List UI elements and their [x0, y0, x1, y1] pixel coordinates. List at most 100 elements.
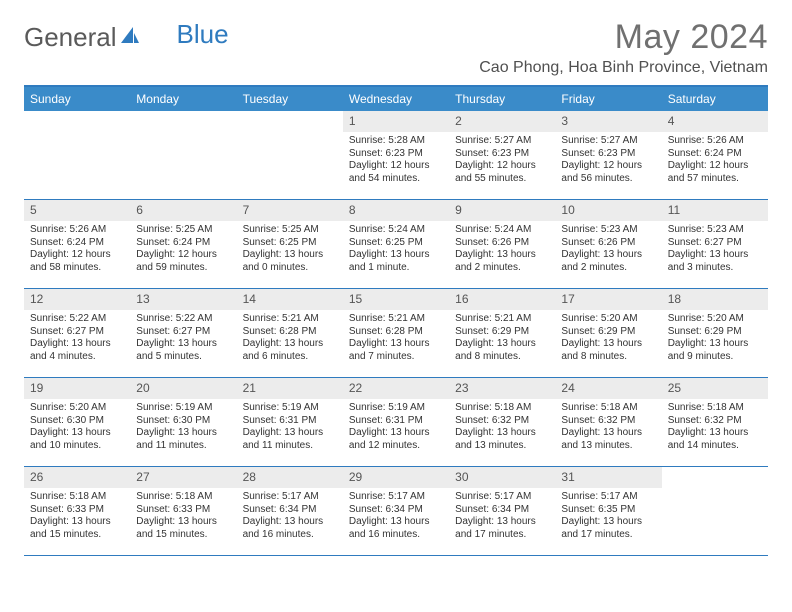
day-info: Sunrise: 5:19 AMSunset: 6:30 PMDaylight:…	[130, 399, 236, 458]
sunset-line: Sunset: 6:31 PM	[243, 415, 337, 428]
sunset-line: Sunset: 6:24 PM	[136, 237, 230, 250]
sunrise-line: Sunrise: 5:25 AM	[136, 224, 230, 237]
sunset-line: Sunset: 6:26 PM	[561, 237, 655, 250]
day-number: 23	[449, 378, 555, 399]
day-number: 10	[555, 200, 661, 221]
week-row: 5Sunrise: 5:26 AMSunset: 6:24 PMDaylight…	[24, 200, 768, 289]
day-info: Sunrise: 5:27 AMSunset: 6:23 PMDaylight:…	[449, 132, 555, 191]
location-label: Cao Phong, Hoa Binh Province, Vietnam	[479, 59, 768, 77]
day-cell: 4Sunrise: 5:26 AMSunset: 6:24 PMDaylight…	[662, 111, 768, 199]
sunset-line: Sunset: 6:28 PM	[349, 326, 443, 339]
daylight-line: Daylight: 12 hours and 56 minutes.	[561, 160, 655, 185]
day-info: Sunrise: 5:25 AMSunset: 6:24 PMDaylight:…	[130, 221, 236, 280]
sunset-line: Sunset: 6:30 PM	[136, 415, 230, 428]
daylight-line: Daylight: 12 hours and 54 minutes.	[349, 160, 443, 185]
sunrise-line: Sunrise: 5:19 AM	[243, 402, 337, 415]
day-cell: 29Sunrise: 5:17 AMSunset: 6:34 PMDayligh…	[343, 467, 449, 555]
sunset-line: Sunset: 6:33 PM	[136, 504, 230, 517]
day-number: 11	[662, 200, 768, 221]
sunrise-line: Sunrise: 5:27 AM	[561, 135, 655, 148]
day-number: 3	[555, 111, 661, 132]
daylight-line: Daylight: 12 hours and 59 minutes.	[136, 249, 230, 274]
day-cell: 18Sunrise: 5:20 AMSunset: 6:29 PMDayligh…	[662, 289, 768, 377]
day-number: 7	[237, 200, 343, 221]
day-cell: 10Sunrise: 5:23 AMSunset: 6:26 PMDayligh…	[555, 200, 661, 288]
sunrise-line: Sunrise: 5:19 AM	[349, 402, 443, 415]
day-cell	[24, 111, 130, 199]
daylight-line: Daylight: 13 hours and 16 minutes.	[243, 516, 337, 541]
day-cell: 9Sunrise: 5:24 AMSunset: 6:26 PMDaylight…	[449, 200, 555, 288]
day-number: 5	[24, 200, 130, 221]
title-block: May 2024 Cao Phong, Hoa Binh Province, V…	[479, 18, 768, 77]
sunrise-line: Sunrise: 5:22 AM	[30, 313, 124, 326]
week-row: 26Sunrise: 5:18 AMSunset: 6:33 PMDayligh…	[24, 467, 768, 556]
sunset-line: Sunset: 6:29 PM	[668, 326, 762, 339]
sunrise-line: Sunrise: 5:18 AM	[455, 402, 549, 415]
day-cell: 30Sunrise: 5:17 AMSunset: 6:34 PMDayligh…	[449, 467, 555, 555]
sunset-line: Sunset: 6:34 PM	[243, 504, 337, 517]
day-cell: 15Sunrise: 5:21 AMSunset: 6:28 PMDayligh…	[343, 289, 449, 377]
day-cell: 1Sunrise: 5:28 AMSunset: 6:23 PMDaylight…	[343, 111, 449, 199]
dayhead-mon: Monday	[130, 87, 236, 111]
sunrise-line: Sunrise: 5:17 AM	[349, 491, 443, 504]
sunrise-line: Sunrise: 5:18 AM	[136, 491, 230, 504]
day-cell: 22Sunrise: 5:19 AMSunset: 6:31 PMDayligh…	[343, 378, 449, 466]
day-number: 31	[555, 467, 661, 488]
dayhead-sat: Saturday	[662, 87, 768, 111]
sunset-line: Sunset: 6:24 PM	[668, 148, 762, 161]
daylight-line: Daylight: 13 hours and 17 minutes.	[455, 516, 549, 541]
day-cell: 5Sunrise: 5:26 AMSunset: 6:24 PMDaylight…	[24, 200, 130, 288]
day-info: Sunrise: 5:22 AMSunset: 6:27 PMDaylight:…	[130, 310, 236, 369]
day-number: 19	[24, 378, 130, 399]
daylight-line: Daylight: 13 hours and 8 minutes.	[561, 338, 655, 363]
week-row: 1Sunrise: 5:28 AMSunset: 6:23 PMDaylight…	[24, 111, 768, 200]
daylight-line: Daylight: 13 hours and 17 minutes.	[561, 516, 655, 541]
sunset-line: Sunset: 6:28 PM	[243, 326, 337, 339]
daylight-line: Daylight: 13 hours and 2 minutes.	[455, 249, 549, 274]
day-number: 24	[555, 378, 661, 399]
day-number: 20	[130, 378, 236, 399]
week-row: 19Sunrise: 5:20 AMSunset: 6:30 PMDayligh…	[24, 378, 768, 467]
daylight-line: Daylight: 13 hours and 4 minutes.	[30, 338, 124, 363]
day-info: Sunrise: 5:21 AMSunset: 6:28 PMDaylight:…	[237, 310, 343, 369]
dayhead-sun: Sunday	[24, 87, 130, 111]
sunrise-line: Sunrise: 5:21 AM	[243, 313, 337, 326]
day-info: Sunrise: 5:17 AMSunset: 6:35 PMDaylight:…	[555, 488, 661, 547]
daylight-line: Daylight: 13 hours and 3 minutes.	[668, 249, 762, 274]
sunrise-line: Sunrise: 5:20 AM	[668, 313, 762, 326]
day-number: 15	[343, 289, 449, 310]
daylight-line: Daylight: 13 hours and 0 minutes.	[243, 249, 337, 274]
day-info: Sunrise: 5:23 AMSunset: 6:27 PMDaylight:…	[662, 221, 768, 280]
daylight-line: Daylight: 13 hours and 13 minutes.	[455, 427, 549, 452]
day-number: 29	[343, 467, 449, 488]
sunrise-line: Sunrise: 5:17 AM	[243, 491, 337, 504]
day-cell: 6Sunrise: 5:25 AMSunset: 6:24 PMDaylight…	[130, 200, 236, 288]
daylight-line: Daylight: 13 hours and 11 minutes.	[136, 427, 230, 452]
daylight-line: Daylight: 13 hours and 8 minutes.	[455, 338, 549, 363]
daylight-line: Daylight: 13 hours and 14 minutes.	[668, 427, 762, 452]
daylight-line: Daylight: 13 hours and 15 minutes.	[30, 516, 124, 541]
day-cell: 11Sunrise: 5:23 AMSunset: 6:27 PMDayligh…	[662, 200, 768, 288]
day-number: 16	[449, 289, 555, 310]
day-info: Sunrise: 5:22 AMSunset: 6:27 PMDaylight:…	[24, 310, 130, 369]
day-info: Sunrise: 5:18 AMSunset: 6:32 PMDaylight:…	[449, 399, 555, 458]
sunset-line: Sunset: 6:32 PM	[455, 415, 549, 428]
sail-icon	[119, 25, 141, 45]
day-info: Sunrise: 5:27 AMSunset: 6:23 PMDaylight:…	[555, 132, 661, 191]
day-number: 27	[130, 467, 236, 488]
day-number: 21	[237, 378, 343, 399]
calendar: Sunday Monday Tuesday Wednesday Thursday…	[24, 85, 768, 556]
sunset-line: Sunset: 6:33 PM	[30, 504, 124, 517]
day-number: 28	[237, 467, 343, 488]
sunset-line: Sunset: 6:31 PM	[349, 415, 443, 428]
daylight-line: Daylight: 13 hours and 13 minutes.	[561, 427, 655, 452]
sunrise-line: Sunrise: 5:24 AM	[455, 224, 549, 237]
daylight-line: Daylight: 12 hours and 58 minutes.	[30, 249, 124, 274]
sunrise-line: Sunrise: 5:28 AM	[349, 135, 443, 148]
day-number: 8	[343, 200, 449, 221]
sunset-line: Sunset: 6:27 PM	[136, 326, 230, 339]
day-info: Sunrise: 5:17 AMSunset: 6:34 PMDaylight:…	[343, 488, 449, 547]
day-cell: 20Sunrise: 5:19 AMSunset: 6:30 PMDayligh…	[130, 378, 236, 466]
sunrise-line: Sunrise: 5:21 AM	[455, 313, 549, 326]
sunset-line: Sunset: 6:29 PM	[455, 326, 549, 339]
